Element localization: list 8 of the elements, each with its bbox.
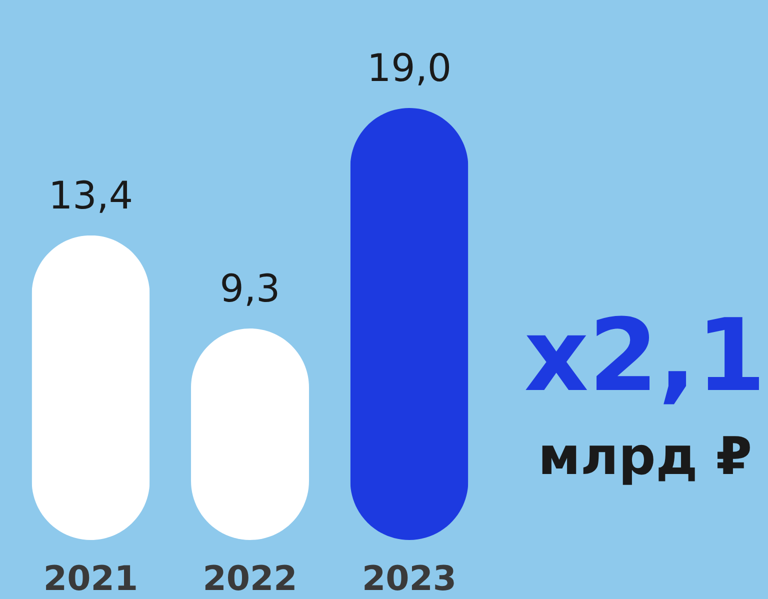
text: x2,1 bbox=[524, 297, 766, 414]
data-label: 9,3 bbox=[220, 266, 280, 311]
x-tick-label: 2022 bbox=[202, 559, 298, 599]
data-label: 13,4 bbox=[48, 173, 134, 218]
x-tick-label: 2021 bbox=[43, 559, 138, 599]
text: млрд ₽ bbox=[538, 427, 752, 487]
data-label: 19,0 bbox=[366, 46, 452, 90]
x-tick-label: 2023 bbox=[362, 559, 457, 599]
